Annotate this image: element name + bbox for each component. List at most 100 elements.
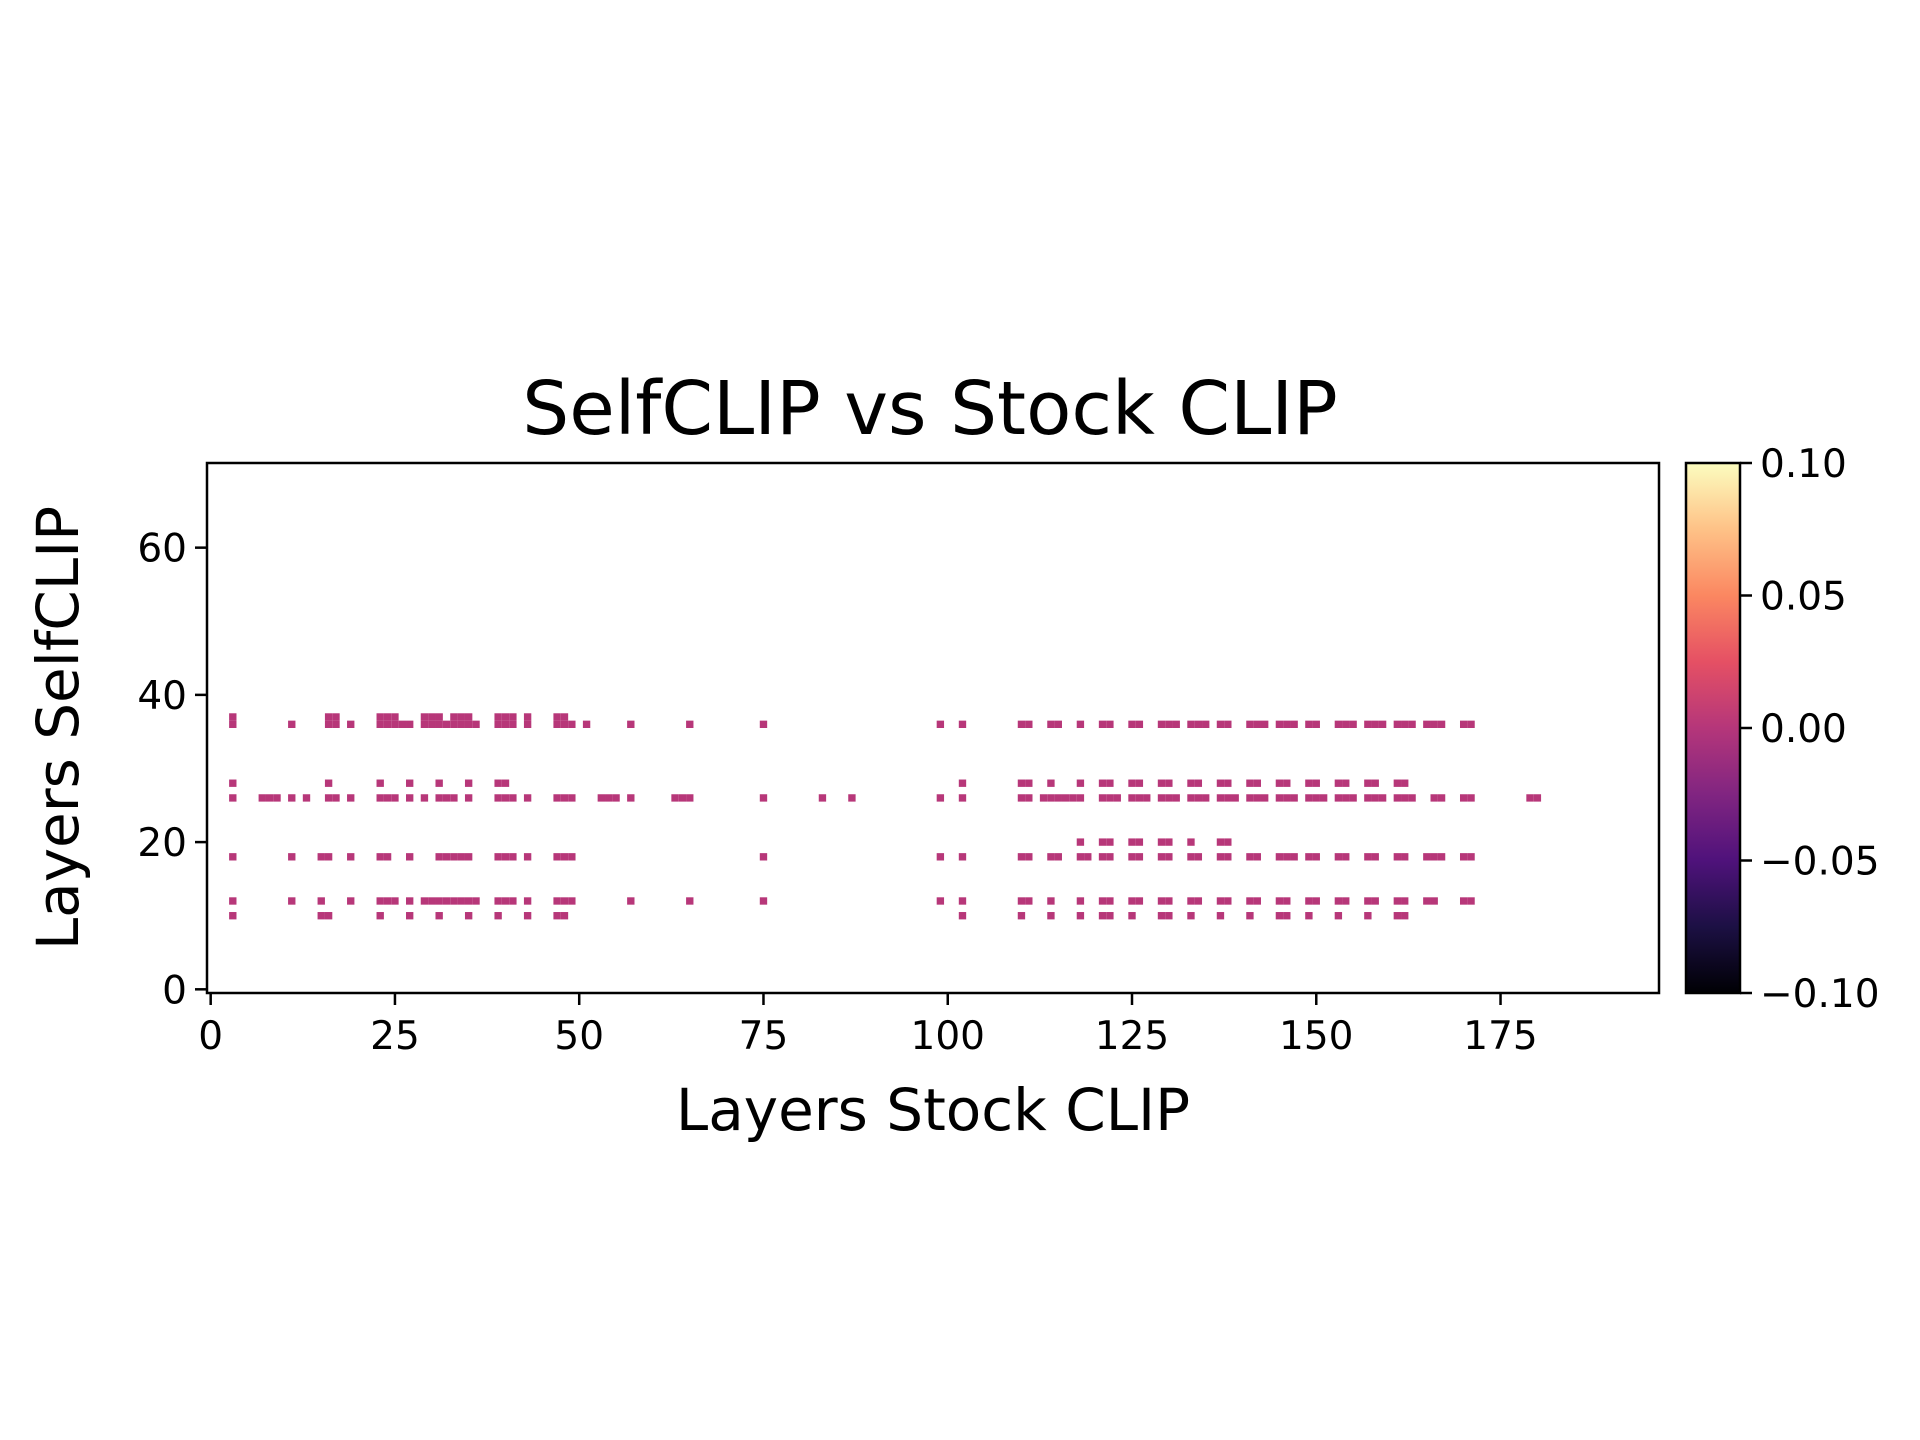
heatmap-cell xyxy=(1025,779,1033,787)
heatmap-cell xyxy=(1187,720,1195,728)
heatmap-cell xyxy=(1459,897,1468,905)
heatmap-cell xyxy=(523,713,532,721)
heatmap-cell xyxy=(1165,794,1173,802)
heatmap-cell xyxy=(1393,897,1402,905)
heatmap-cell xyxy=(1054,794,1062,802)
heatmap-cell xyxy=(1371,794,1379,802)
heatmap-cell xyxy=(1283,779,1291,787)
heatmap-cell xyxy=(1378,720,1387,728)
heatmap-cell xyxy=(1017,853,1026,861)
heatmap-cell xyxy=(936,897,945,905)
heatmap-cell xyxy=(1283,897,1291,905)
heatmap-cell xyxy=(1275,853,1284,861)
heatmap-cell xyxy=(523,897,532,905)
heatmap-cell xyxy=(560,794,569,802)
heatmap-cell xyxy=(1305,912,1313,920)
heatmap-cell xyxy=(1061,794,1070,802)
heatmap-cell xyxy=(1017,720,1026,728)
heatmap-cell xyxy=(1224,838,1232,846)
heatmap-cell xyxy=(406,853,414,861)
heatmap-cell xyxy=(1054,720,1062,728)
heatmap-cell xyxy=(1084,853,1092,861)
heatmap-cell xyxy=(1165,838,1173,846)
heatmap-cell xyxy=(1334,720,1343,728)
heatmap-cell xyxy=(1143,794,1151,802)
heatmap-cell xyxy=(1275,794,1284,802)
heatmap-cell xyxy=(686,794,694,802)
heatmap-cell xyxy=(1054,853,1062,861)
heatmap-cell xyxy=(1253,794,1261,802)
heatmap-cells xyxy=(229,713,1542,920)
heatmap-cell xyxy=(376,779,384,787)
y-axis-label: Layers SelfCLIP xyxy=(24,506,92,950)
heatmap-cell xyxy=(1047,912,1055,920)
heatmap-cell xyxy=(1017,779,1026,787)
heatmap-cell xyxy=(1047,853,1055,861)
heatmap-cell xyxy=(627,720,635,728)
heatmap-cell xyxy=(936,720,945,728)
heatmap-cell xyxy=(457,713,465,721)
heatmap-cell xyxy=(509,897,517,905)
heatmap-cell xyxy=(1165,853,1173,861)
heatmap-cell xyxy=(1349,794,1357,802)
heatmap-cell xyxy=(627,897,635,905)
heatmap-cell xyxy=(420,720,429,728)
heatmap-cell xyxy=(406,779,414,787)
heatmap-cell xyxy=(1319,794,1328,802)
heatmap-cell xyxy=(494,713,502,721)
heatmap-cell xyxy=(501,779,510,787)
heatmap-cell xyxy=(1128,794,1136,802)
y-tick-label: 40 xyxy=(137,674,187,719)
heatmap-cell xyxy=(612,794,620,802)
heatmap-cell xyxy=(1187,853,1195,861)
heatmap-cell xyxy=(1283,720,1291,728)
heatmap-cell xyxy=(383,897,392,905)
heatmap-cell xyxy=(1047,779,1055,787)
heatmap-cell xyxy=(391,794,399,802)
heatmap-cell xyxy=(1216,779,1225,787)
heatmap-cell xyxy=(442,853,451,861)
heatmap-cell xyxy=(523,720,532,728)
heatmap-cell xyxy=(501,713,510,721)
x-axis-label: Layers Stock CLIP xyxy=(676,1076,1190,1144)
heatmap-cell xyxy=(1430,720,1438,728)
heatmap-cell xyxy=(1172,794,1180,802)
heatmap-cell xyxy=(1216,720,1225,728)
heatmap-cell xyxy=(501,794,510,802)
heatmap-cell xyxy=(442,794,451,802)
heatmap-cell xyxy=(376,853,384,861)
heatmap-cell xyxy=(759,720,768,728)
heatmap-cell xyxy=(1371,720,1379,728)
heatmap-cell xyxy=(347,853,355,861)
heatmap-cell xyxy=(332,720,340,728)
colorbar-tick-label: 0.10 xyxy=(1760,442,1847,487)
heatmap-cell xyxy=(464,794,473,802)
heatmap-cell xyxy=(464,720,473,728)
heatmap-cell xyxy=(1025,720,1033,728)
heatmap-cell xyxy=(1076,720,1085,728)
heatmap-cell xyxy=(1408,794,1416,802)
heatmap-cell xyxy=(1312,897,1320,905)
heatmap-cell xyxy=(1437,794,1446,802)
x-axis-ticks: 0 25 50 75 100 125 150 175 xyxy=(198,993,1538,1059)
heatmap-cell xyxy=(1364,853,1372,861)
heatmap-cell xyxy=(501,720,510,728)
heatmap-cell xyxy=(1423,720,1431,728)
heatmap-cell xyxy=(553,720,561,728)
heatmap-cell xyxy=(1194,853,1203,861)
heatmap-cell xyxy=(1246,912,1254,920)
heatmap-cell xyxy=(560,853,569,861)
heatmap-cell xyxy=(1334,779,1343,787)
heatmap-cell xyxy=(317,853,325,861)
x-tick-label: 175 xyxy=(1463,1014,1537,1059)
heatmap-cell xyxy=(605,794,613,802)
heatmap-cell xyxy=(464,897,473,905)
heatmap-cell xyxy=(560,713,569,721)
heatmap-cell xyxy=(494,912,502,920)
heatmap-cell xyxy=(1224,853,1232,861)
heatmap-cell xyxy=(1378,794,1387,802)
heatmap-cell xyxy=(464,713,473,721)
heatmap-cell xyxy=(1393,853,1402,861)
heatmap-cell xyxy=(1128,912,1136,920)
heatmap-cell xyxy=(1128,779,1136,787)
